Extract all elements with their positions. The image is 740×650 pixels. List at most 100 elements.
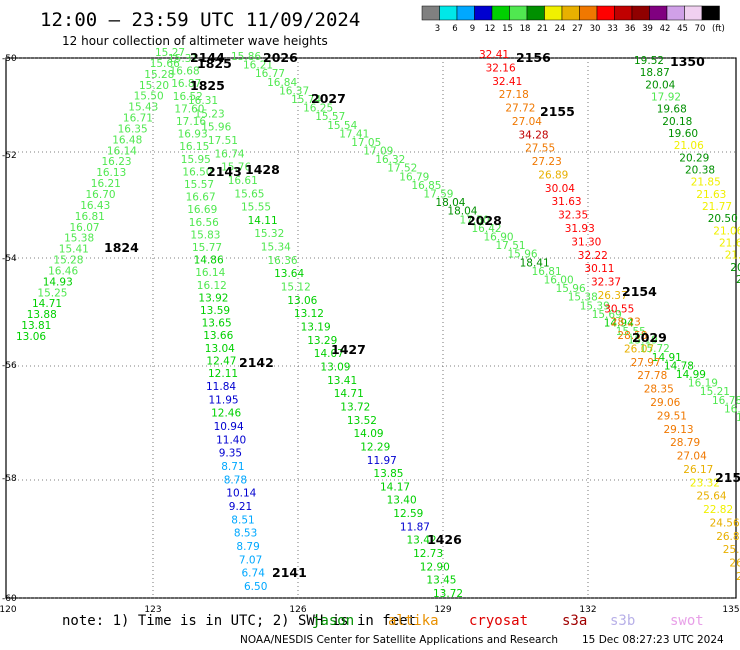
- wave-height-value: 16.19: [688, 378, 718, 390]
- legend-swatch: [649, 5, 668, 21]
- wave-height-value: 15.32: [254, 228, 284, 240]
- wave-height-value: 28.23: [611, 317, 641, 329]
- wave-height-value: 11.97: [367, 455, 397, 467]
- wave-height-value: 26.82: [716, 531, 740, 543]
- wave-height-value: 17.52: [387, 163, 417, 175]
- wave-height-value: 6.74: [242, 568, 266, 580]
- wave-height-value: 16.07: [70, 222, 100, 234]
- wave-height-value: 31.93: [565, 223, 595, 235]
- wave-height-value: 15.57: [315, 111, 345, 123]
- wave-height-value: 13.29: [307, 335, 337, 347]
- lon-label-120: 120: [0, 605, 17, 615]
- pass-label: 2156: [516, 50, 551, 65]
- wave-height-value: 17.09: [363, 146, 393, 158]
- wave-height-value: 13.92: [198, 292, 228, 304]
- observation-layer: 15.2715.6615.2815.2015.5015.4316.7116.35…: [16, 47, 740, 600]
- wave-height-value: 15.57: [184, 179, 214, 191]
- wave-height-value: 13.12: [294, 308, 324, 320]
- lon-label-126: 126: [289, 605, 306, 615]
- wave-height-value: 21.69: [719, 238, 740, 250]
- wave-height-value: 21.63: [696, 189, 726, 201]
- wave-height-value: 14.93: [43, 276, 73, 288]
- sat-cryosat: cryosat: [469, 613, 528, 629]
- legend-bin-label: 33: [607, 24, 618, 34]
- wave-height-value: 15.77: [192, 242, 222, 254]
- legend-bin-label: 42: [660, 24, 671, 34]
- wave-height-value: 27.72: [505, 103, 535, 115]
- wave-height-value: 13.81: [21, 320, 51, 332]
- map-subtitle: 12 hour collection of altimeter wave hei…: [62, 34, 328, 48]
- wave-height-value: 14.07: [314, 348, 344, 360]
- wave-height-value: 25.23: [736, 571, 740, 583]
- wave-height-value: 15.28: [53, 255, 83, 267]
- wave-height-value: 32.22: [578, 250, 608, 262]
- wave-height-value: 26.60: [729, 558, 740, 570]
- wave-height-value: 11.87: [400, 521, 430, 533]
- pass-label: 1428: [245, 162, 280, 177]
- legend-swatch: [421, 5, 440, 21]
- wave-height-value: 27.04: [677, 451, 707, 463]
- wave-height-value: 11.40: [216, 434, 246, 446]
- wave-height-value: 17.51: [208, 135, 238, 147]
- pass-label: 2144: [190, 50, 225, 65]
- wave-height-value: 14.91: [652, 352, 682, 364]
- wave-height-value: 12.29: [360, 441, 390, 453]
- pass-label: 2026: [263, 50, 298, 65]
- wave-height-value: 13.72: [340, 402, 370, 414]
- wave-height-value: 7.07: [239, 554, 262, 566]
- legend-bin-label: 3: [435, 24, 440, 34]
- wave-height-value: 16.78: [712, 395, 740, 407]
- pass-label: 2141: [272, 565, 307, 580]
- pass-label: 2143: [207, 164, 242, 179]
- wave-height-value: 17.51: [496, 240, 526, 252]
- pass-label: 1824: [104, 240, 139, 255]
- legend-swatch: [474, 5, 493, 21]
- wave-height-value: 16.61: [228, 175, 258, 187]
- wave-height-value: 15.55: [616, 326, 646, 338]
- wave-height-value: 26.37: [598, 290, 628, 302]
- legend-bin-label: 36: [625, 24, 636, 34]
- wave-height-value: 27.18: [499, 89, 529, 101]
- wave-height-value: 15.43: [128, 102, 158, 114]
- wave-height-value: 10.94: [214, 421, 244, 433]
- wave-height-value: 16.36: [268, 255, 298, 267]
- wave-height-value: 13.52: [347, 415, 377, 427]
- wave-height-value: 15.95: [181, 154, 211, 166]
- legend-bin-label: 24: [555, 24, 566, 34]
- sat-jason: jason: [312, 613, 354, 629]
- pass-label: 1426: [427, 532, 462, 547]
- wave-height-value: 17.92: [651, 92, 681, 104]
- legend-swatch: [526, 5, 545, 21]
- sat-swot: swot: [670, 613, 704, 629]
- wave-height-value: 20.18: [662, 116, 692, 128]
- wave-height-value: 21.06: [674, 140, 704, 152]
- wave-height-value: 30.11: [584, 263, 614, 275]
- wave-height-value: 16.69: [187, 204, 217, 216]
- wave-height-value: 16.50: [182, 166, 212, 178]
- wave-height-value: 13.64: [274, 268, 304, 280]
- wave-height-value: 13.66: [203, 330, 233, 342]
- wave-height-value: 18.87: [640, 67, 670, 79]
- wave-height-value: 14.94: [604, 318, 634, 330]
- wave-height-value: 21.77: [702, 201, 732, 213]
- wave-height-value: 32.16: [486, 62, 516, 74]
- wave-height-value: 16.48: [112, 134, 142, 146]
- wave-height-value: 18.04: [435, 197, 465, 209]
- wave-height-value: 23.32: [690, 477, 720, 489]
- wave-height-value: 9.35: [219, 448, 242, 460]
- wave-height-value: 15.20: [139, 80, 169, 92]
- wave-height-value: 17.60: [174, 103, 204, 115]
- wave-height-value: 29.51: [657, 410, 687, 422]
- legend-bin-label: 39: [642, 24, 653, 34]
- wave-height-value: 34.28: [519, 129, 549, 141]
- wave-height-value: 16.68: [170, 66, 200, 78]
- legend-swatch: [544, 5, 563, 21]
- wave-height-value: 28.79: [670, 437, 700, 449]
- sat-altika: altika: [388, 613, 439, 629]
- wave-height-value: 20.77: [736, 274, 740, 286]
- wave-height-value: 16.43: [80, 200, 110, 212]
- wave-height-value: 20.29: [679, 152, 709, 164]
- lat-label-58: -58: [2, 474, 17, 484]
- wave-height-value: 8.78: [224, 474, 247, 486]
- sat-s3a: s3a: [562, 613, 587, 629]
